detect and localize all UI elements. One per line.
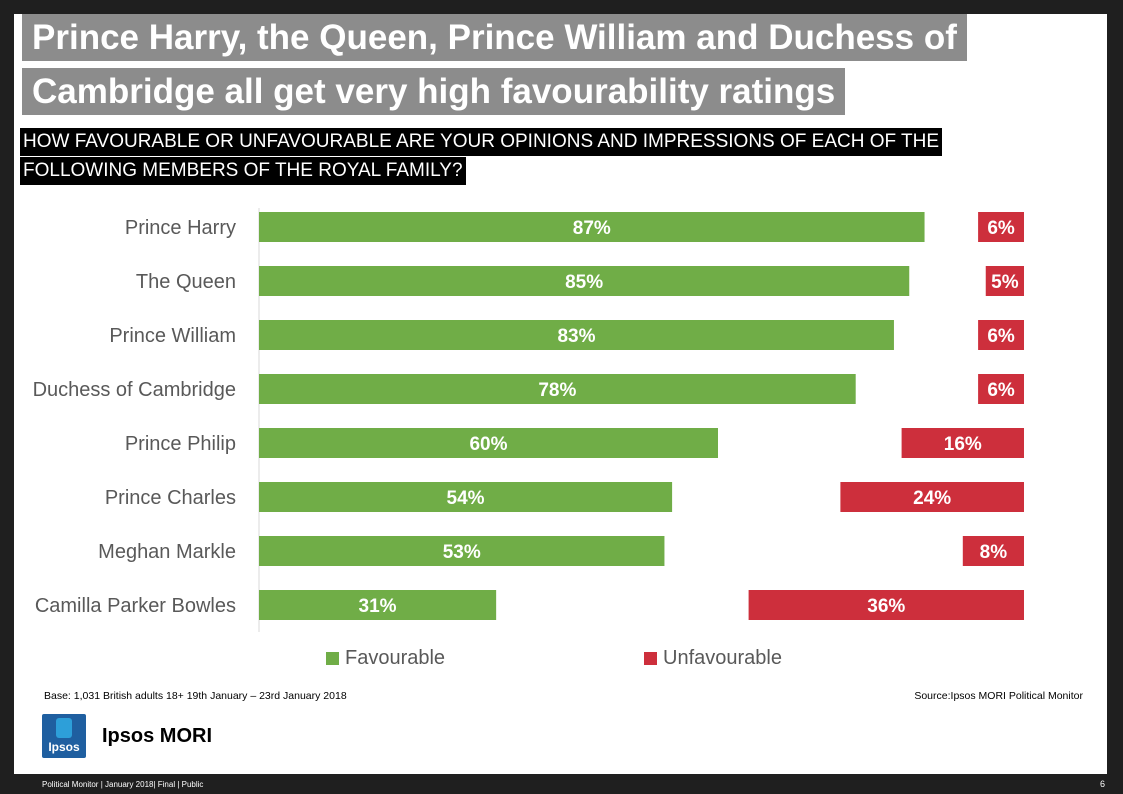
bar-unfavourable-prince-harry [978,212,1024,242]
value-unfavourable-prince-philip: 16% [944,434,982,455]
value-favourable-the-queen: 85% [565,272,603,293]
question-line-2: FOLLOWING MEMBERS OF THE ROYAL FAMILY? [20,157,466,185]
title-line-1: Prince Harry, the Queen, Prince William … [22,14,967,61]
bar-unfavourable-the-queen [985,266,1024,296]
value-unfavourable-prince-william: 6% [987,326,1015,347]
value-unfavourable-the-queen: 5% [991,272,1019,293]
title-line-2: Cambridge all get very high favourabilit… [22,68,846,115]
logo-name: Ipsos MORI [102,725,213,747]
legend-favourable-swatch [326,652,339,665]
category-label-prince-william: Prince William [109,325,236,347]
value-unfavourable-duchess-of-cambridge: 6% [987,380,1015,401]
bar-unfavourable-prince-philip [901,428,1024,458]
bar-unfavourable-prince-charles [840,482,1024,512]
value-favourable-duchess-of-cambridge: 78% [538,380,576,401]
value-unfavourable-prince-harry: 6% [987,218,1015,239]
legend-unfavourable-swatch [644,652,657,665]
value-favourable-prince-harry: 87% [573,218,611,239]
bar-unfavourable-camilla-parker-bowles [748,590,1024,620]
bar-favourable-prince-philip [259,428,718,458]
value-favourable-prince-philip: 60% [469,434,507,455]
bar-favourable-the-queen [259,266,910,296]
category-label-camilla-parker-bowles: Camilla Parker Bowles [35,595,236,617]
category-label-duchess-of-cambridge: Duchess of Cambridge [33,379,236,401]
bar-unfavourable-meghan-markle [962,536,1024,566]
source-note: Source:Ipsos MORI Political Monitor [914,690,1083,702]
category-label-prince-philip: Prince Philip [125,433,236,455]
value-unfavourable-meghan-markle: 8% [980,542,1008,563]
category-label-meghan-markle: Meghan Markle [98,541,236,563]
value-favourable-meghan-markle: 53% [443,542,481,563]
bar-favourable-prince-charles [259,482,673,512]
value-favourable-prince-william: 83% [557,326,595,347]
value-favourable-camilla-parker-bowles: 31% [359,596,397,617]
bar-unfavourable-prince-william [978,320,1024,350]
bar-favourable-camilla-parker-bowles [259,590,497,620]
legend-favourable: Favourable [326,647,445,670]
bar-favourable-meghan-markle [259,536,665,566]
ipsos-logo-icon: Ipsos [42,714,86,758]
legend-unfavourable-label: Unfavourable [663,647,782,669]
bar-favourable-prince-harry [259,212,925,242]
question-line-1: HOW FAVOURABLE OR UNFAVOURABLE ARE YOUR … [20,128,943,156]
category-label-prince-harry: Prince Harry [125,217,236,239]
bar-favourable-duchess-of-cambridge [259,374,856,404]
category-label-the-queen: The Queen [136,271,236,293]
page-number: 6 [1099,779,1105,789]
logo-mark-text: Ipsos [48,740,80,754]
legend-unfavourable: Unfavourable [644,647,782,670]
value-unfavourable-camilla-parker-bowles: 36% [867,596,905,617]
footer-text: Political Monitor | January 2018| Final … [42,780,204,789]
bar-favourable-prince-william [259,320,894,350]
value-favourable-prince-charles: 54% [447,488,485,509]
legend-favourable-label: Favourable [345,647,446,669]
base-note: Base: 1,031 British adults 18+ 19th Janu… [44,690,347,702]
value-unfavourable-prince-charles: 24% [913,488,951,509]
bar-unfavourable-duchess-of-cambridge [978,374,1024,404]
logo-blob [56,718,72,738]
category-label-prince-charles: Prince Charles [105,487,236,509]
